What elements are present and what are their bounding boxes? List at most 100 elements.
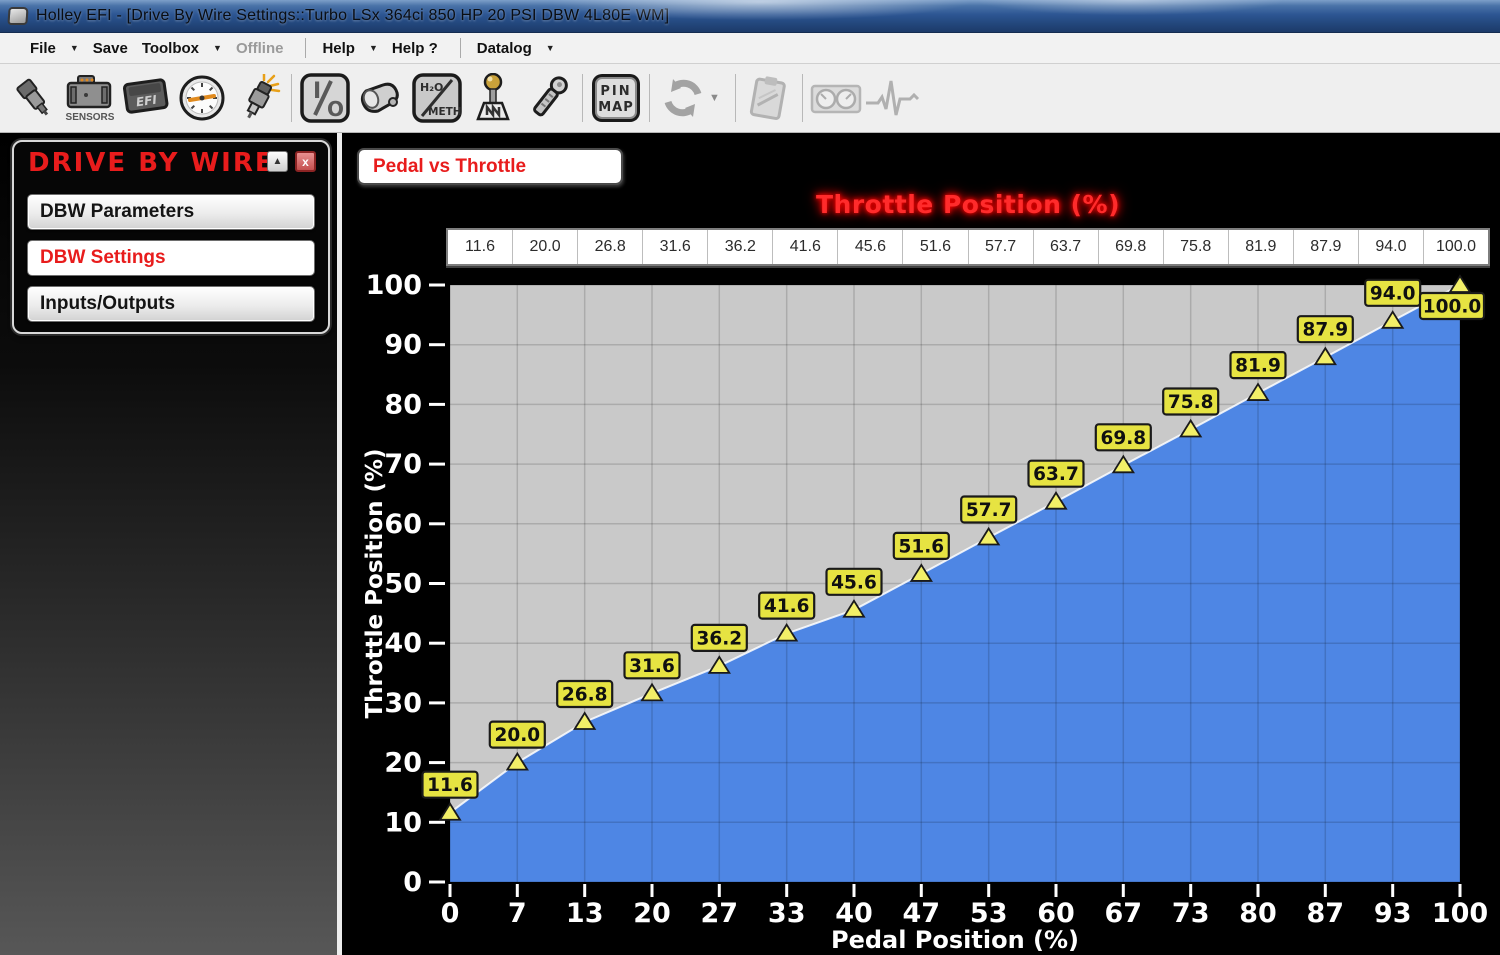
svg-text:0: 0 [441,898,460,929]
sidebar-button-inputs-outputs[interactable]: Inputs/Outputs [27,286,315,322]
svg-text:80: 80 [1239,898,1277,929]
chevron-down-icon: ▼ [213,43,222,53]
data-point-markers[interactable] [438,274,1472,821]
menu-item-datalog[interactable]: Datalog ▼ [476,39,555,57]
svg-text:H₂O: H₂O [420,81,443,94]
app-icon [7,7,29,25]
throttle-value-cell[interactable]: 69.8 [1099,230,1164,264]
gridlines [449,284,1461,883]
data-point [977,526,1001,546]
toolbar-separator [734,74,736,122]
menu-item-save[interactable]: Save [92,39,128,57]
shifter-icon[interactable] [465,69,521,127]
throttle-value-cell[interactable]: 51.6 [903,230,969,264]
y-axis-title: Throttle Position (%) [362,448,388,718]
efi-module-icon[interactable]: EFI [118,69,174,127]
svg-text:40: 40 [835,898,873,929]
dbw-panel-titlebar[interactable]: DRIVE BY WIRE ▲ x [14,142,328,184]
svg-text:20: 20 [633,898,671,929]
sidebar-button-dbw-parameters[interactable]: DBW Parameters [27,194,315,230]
svg-text:METH: METH [428,106,462,118]
svg-text:EFI: EFI [135,93,158,110]
sidebar-button-dbw-settings[interactable]: DBW Settings [27,240,315,276]
menu-item-help[interactable]: Help ▼ [322,39,378,57]
io-button-icon[interactable]: I O [297,69,353,127]
throttle-value-cell[interactable]: 100.0 [1435,238,1476,255]
menu-item-file[interactable]: File ▼ [30,39,79,57]
data-point [640,682,664,702]
svg-text:90: 90 [384,330,422,361]
throttle-value-cell[interactable]: 81.9 [1229,230,1294,264]
svg-text:33: 33 [768,898,806,929]
ignition-key-icon[interactable] [521,69,577,127]
gauge-icon[interactable] [174,69,230,127]
svg-text:45.6: 45.6 [831,572,877,593]
menu-item-help[interactable]: Help ? [391,39,438,57]
x-axis: 0 7 13 20 27 33 40 47 53 60 67 73 80 87 93 100 Pedal Pos… [441,884,1488,954]
curve-label-text: Pedal vs Throttle [373,155,527,177]
svg-text:50: 50 [384,569,422,600]
svg-text:80: 80 [384,389,422,420]
throttle-value-cell[interactable]: 20.0 [513,230,579,264]
close-button[interactable]: x [295,151,316,172]
minimize-button[interactable]: ▲ [267,151,288,172]
svg-text:13: 13 [566,898,604,929]
window-title: Holley EFI - [Drive By Wire Settings::Tu… [36,7,670,24]
chevron-down-icon: ▼ [545,43,555,53]
svg-text:63.7: 63.7 [1033,464,1079,485]
svg-text:11.6: 11.6 [427,775,473,796]
pane-divider [337,133,342,955]
chevron-down-icon: ▼ [69,43,79,53]
throttle-value-cell[interactable]: 45.6 [838,230,904,264]
svg-text:100.0: 100.0 [1423,297,1482,318]
spark-plug-icon[interactable] [230,69,286,127]
menu-separator [459,38,461,58]
svg-text:87.9: 87.9 [1302,320,1348,341]
throttle-value-cell[interactable]: 36.2 [708,230,774,264]
throttle-value-cell[interactable]: 26.8 [578,230,644,264]
throttle-values-row: 11.6 20.0 26.8 31.6 36.2 41.6 45.6 51.6 57.7 63.7… [446,228,1490,266]
curve-line [449,284,1461,814]
sensors-icon[interactable]: SENSORS [62,69,118,127]
svg-text:40: 40 [384,628,422,659]
throttle-value-cell[interactable]: 11.6 [448,230,514,264]
svg-text:93: 93 [1374,898,1412,929]
svg-text:70: 70 [384,449,422,480]
throttle-value-cell[interactable]: 31.6 [643,230,709,264]
horn-icon[interactable] [353,69,409,127]
throttle-value-cell[interactable]: 57.7 [969,230,1034,264]
throttle-value-cell[interactable]: 94.0 [1359,230,1424,264]
throttle-value-cell[interactable]: 75.8 [1164,230,1229,264]
svg-text:60: 60 [1037,898,1075,929]
throttle-value-cell[interactable]: 41.6 [773,230,839,264]
svg-text:73: 73 [1172,898,1210,929]
svg-text:57.7: 57.7 [966,500,1012,521]
fuel-injector-icon[interactable] [6,69,62,127]
data-point [775,622,799,642]
toolbar-separator [649,74,650,122]
toolbar: SENSORS EFI [0,64,1500,133]
throttle-value-cell[interactable]: 63.7 [1034,230,1099,264]
svg-text:41.6: 41.6 [764,596,810,617]
pulse-icon [864,69,920,127]
svg-text:47: 47 [903,898,941,929]
datalog-clipboard-icon [741,69,797,127]
water-meth-icon[interactable]: H₂O METH [409,69,465,127]
svg-text:10: 10 [384,807,422,838]
svg-text:67: 67 [1105,898,1143,929]
dbw-panel-title: DRIVE BY WIRE [28,148,275,178]
svg-text:20: 20 [384,748,422,779]
sync-icon [655,69,711,127]
svg-text:75.8: 75.8 [1168,392,1214,413]
svg-text:36.2: 36.2 [696,628,742,649]
curve-label-button[interactable]: Pedal vs Throttle [357,148,623,185]
svg-text:0: 0 [403,867,422,898]
throttle-value-cell[interactable]: 87.9 [1294,230,1359,264]
menu-item-toolbox[interactable]: Toolbox ▼ [141,39,222,57]
left-pane: DRIVE BY WIRE ▲ x DBW Parameters DBW Sett… [0,133,337,955]
data-point [505,751,529,771]
pin-map-icon[interactable]: PIN MAP [588,69,644,127]
sync-dropdown-icon[interactable]: ▼ [709,92,720,104]
